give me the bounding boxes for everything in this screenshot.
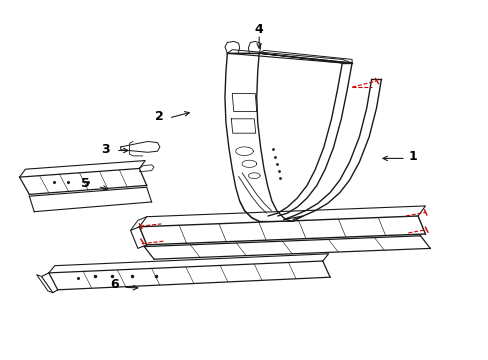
Text: 6: 6 bbox=[110, 278, 119, 291]
Text: 5: 5 bbox=[81, 177, 90, 190]
Text: 2: 2 bbox=[154, 111, 163, 123]
Text: 4: 4 bbox=[254, 23, 263, 36]
Text: 3: 3 bbox=[101, 143, 109, 156]
Text: 1: 1 bbox=[408, 150, 417, 163]
